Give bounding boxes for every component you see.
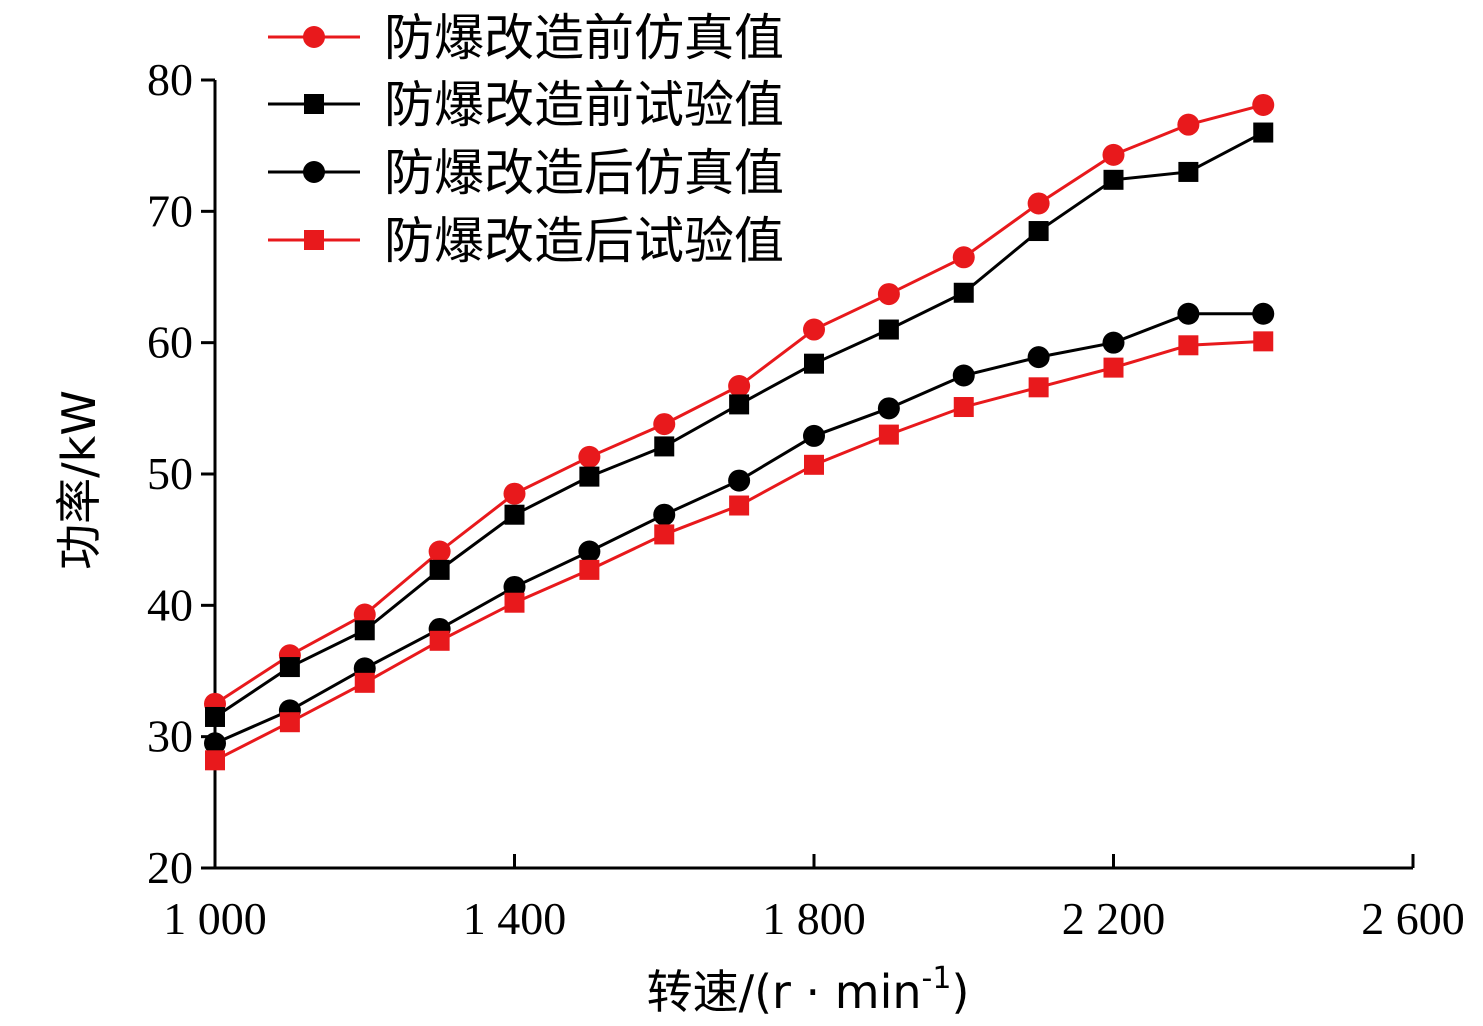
data-point (654, 436, 675, 457)
data-point (1178, 161, 1199, 182)
x-tick-label: 1 400 (463, 893, 567, 944)
legend-label: 防爆改造后试验值 (384, 212, 784, 270)
data-point (729, 495, 750, 516)
data-point (578, 540, 601, 563)
data-point (354, 620, 375, 641)
legend-entry: 防爆改造前试验值 (268, 76, 784, 134)
x-axis-title-tail: ) (951, 965, 969, 1019)
legend-marker (304, 94, 324, 114)
data-point (1027, 346, 1050, 369)
data-point (354, 672, 375, 693)
legend-marker (303, 161, 325, 183)
data-point (953, 397, 974, 418)
data-point (1178, 335, 1199, 356)
data-point (503, 575, 526, 598)
data-point (579, 559, 600, 580)
y-tick-label: 70 (147, 185, 193, 236)
y-tick-label: 60 (147, 317, 193, 368)
data-point (952, 364, 975, 387)
data-point (204, 732, 226, 755)
x-axis-title: 转速/(r · min-1) (647, 961, 970, 1019)
series-4 (205, 331, 1274, 771)
y-tick-label: 50 (147, 448, 193, 499)
legend-entry: 防爆改造后试验值 (268, 212, 784, 270)
data-point (353, 603, 376, 626)
data-point (1177, 113, 1200, 136)
data-point (429, 630, 450, 651)
legend-label: 防爆改造后仿真值 (384, 144, 784, 202)
data-point (1028, 221, 1049, 242)
data-point (728, 375, 751, 398)
x-tick-label: 1 000 (163, 893, 267, 944)
data-point (952, 246, 975, 269)
legend-entry: 防爆改造前仿真值 (268, 9, 784, 67)
data-point (504, 504, 525, 525)
data-point (953, 282, 974, 303)
x-tick-label: 1 800 (762, 893, 866, 944)
data-point (1177, 302, 1200, 325)
data-point (1027, 192, 1050, 215)
x-tick-label: 2 200 (1062, 893, 1166, 944)
data-point (878, 424, 899, 445)
legend-label: 防爆改造前试验值 (384, 76, 784, 134)
data-point (729, 394, 750, 415)
data-point (1103, 357, 1124, 378)
data-point (1102, 143, 1125, 166)
data-point (1028, 377, 1049, 398)
data-point (1253, 122, 1274, 143)
y-tick-label: 40 (147, 579, 193, 630)
data-point (654, 524, 675, 545)
y-axis-title: 功率/kW (52, 390, 106, 570)
series-1 (204, 93, 1275, 715)
series-2 (205, 122, 1274, 727)
legend-label: 防爆改造前仿真值 (384, 9, 784, 67)
data-point (504, 592, 525, 613)
data-point (804, 454, 824, 475)
legend-marker (303, 26, 325, 48)
x-axis-title-main: 转速/(r · min (647, 965, 922, 1019)
data-point (205, 706, 225, 727)
data-point (579, 466, 600, 487)
y-tick-label: 80 (147, 54, 193, 105)
series-layer (204, 93, 1275, 771)
data-point (804, 353, 824, 374)
data-point (1253, 331, 1274, 352)
data-point (279, 712, 300, 733)
series-3 (204, 302, 1275, 755)
data-point (1252, 93, 1275, 116)
data-point (428, 540, 451, 563)
data-point (1252, 302, 1275, 325)
data-point (503, 482, 526, 505)
y-tick-label: 20 (147, 842, 193, 893)
data-point (803, 318, 825, 341)
data-point (728, 469, 751, 492)
data-point (429, 559, 450, 580)
data-point (653, 413, 676, 436)
axes: 20 30 40 50 60 70 80 1 000 1 400 1 800 2 200 2 600 (147, 54, 1465, 944)
data-point (1102, 331, 1125, 354)
data-point (653, 503, 676, 526)
y-ticks: 20 30 40 50 60 70 80 (147, 54, 215, 893)
x-ticks: 1 000 1 400 1 800 2 200 2 600 (163, 854, 1465, 944)
data-point (1103, 169, 1124, 190)
data-point (803, 424, 825, 447)
y-tick-label: 30 (147, 711, 193, 762)
data-point (877, 283, 900, 306)
data-point (578, 445, 601, 468)
data-point (877, 397, 900, 420)
data-point (878, 319, 899, 340)
x-axis-title-superscript: -1 (922, 961, 952, 996)
data-point (205, 750, 225, 771)
x-tick-label: 2 600 (1361, 893, 1465, 944)
data-point (279, 657, 300, 678)
legend-marker (304, 230, 324, 250)
legend-entry: 防爆改造后仿真值 (268, 144, 784, 202)
